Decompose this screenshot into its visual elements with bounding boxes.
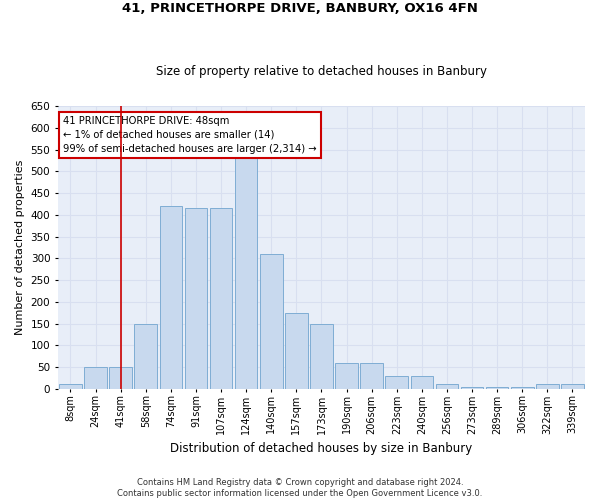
Bar bbox=[385, 376, 408, 388]
Bar bbox=[486, 386, 508, 388]
Bar bbox=[361, 362, 383, 388]
Bar bbox=[84, 367, 107, 388]
Bar bbox=[235, 158, 257, 388]
Bar bbox=[561, 384, 584, 388]
Text: 41, PRINCETHORPE DRIVE, BANBURY, OX16 4FN: 41, PRINCETHORPE DRIVE, BANBURY, OX16 4F… bbox=[122, 2, 478, 16]
Title: Size of property relative to detached houses in Banbury: Size of property relative to detached ho… bbox=[156, 66, 487, 78]
Bar bbox=[511, 386, 533, 388]
Bar bbox=[335, 362, 358, 388]
Bar bbox=[185, 208, 207, 388]
Y-axis label: Number of detached properties: Number of detached properties bbox=[15, 160, 25, 335]
Bar bbox=[436, 384, 458, 388]
Text: Contains HM Land Registry data © Crown copyright and database right 2024.
Contai: Contains HM Land Registry data © Crown c… bbox=[118, 478, 482, 498]
Bar bbox=[160, 206, 182, 388]
X-axis label: Distribution of detached houses by size in Banbury: Distribution of detached houses by size … bbox=[170, 442, 473, 455]
Bar bbox=[536, 384, 559, 388]
Bar bbox=[109, 367, 132, 388]
Bar bbox=[134, 324, 157, 388]
Bar bbox=[59, 384, 82, 388]
Text: 41 PRINCETHORPE DRIVE: 48sqm
← 1% of detached houses are smaller (14)
99% of sem: 41 PRINCETHORPE DRIVE: 48sqm ← 1% of det… bbox=[63, 116, 317, 154]
Bar bbox=[285, 312, 308, 388]
Bar bbox=[260, 254, 283, 388]
Bar bbox=[210, 208, 232, 388]
Bar bbox=[310, 324, 333, 388]
Bar bbox=[410, 376, 433, 388]
Bar bbox=[461, 386, 484, 388]
